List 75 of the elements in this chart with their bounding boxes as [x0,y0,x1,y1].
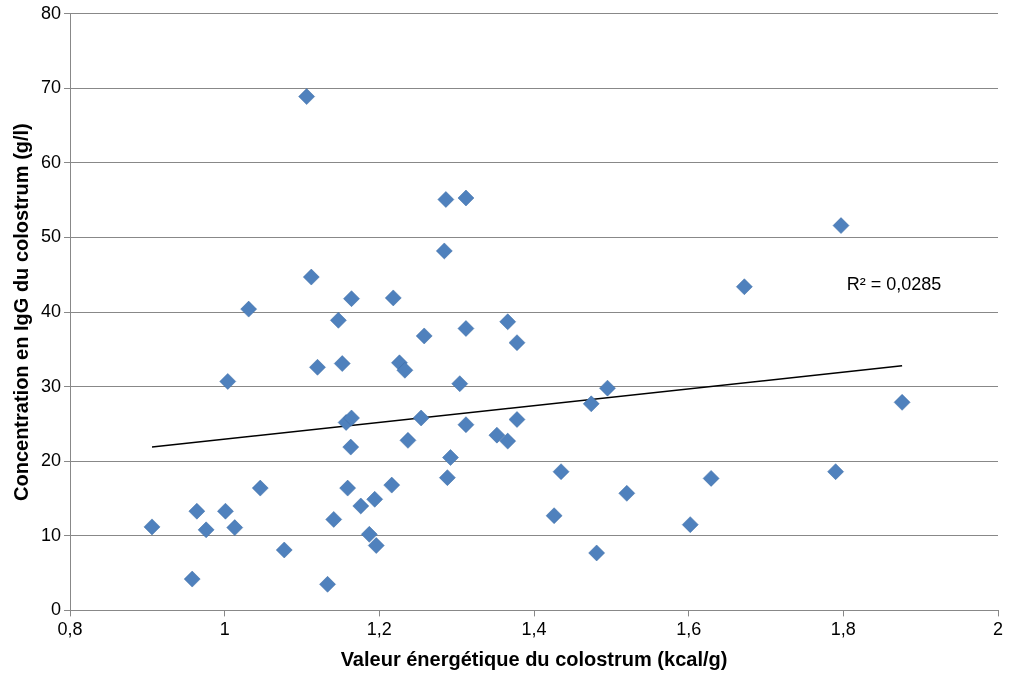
point [219,373,237,390]
point [508,334,526,351]
y-tick-label: 10 [40,524,62,545]
y-tick-label: 50 [40,226,62,247]
x-tick-label: 1,6 [676,619,702,640]
point [325,511,342,528]
y-tick-label: 70 [40,77,62,98]
point [736,278,753,295]
point [240,300,257,318]
point [436,242,453,260]
point [599,379,616,397]
point [582,395,600,413]
point [342,438,359,456]
point [330,312,347,329]
point [303,268,320,286]
x-tick-label: 1,4 [521,619,547,640]
y-tick-label: 20 [40,450,62,471]
point [702,470,720,487]
point [545,507,563,524]
point [298,88,315,105]
point [339,479,356,497]
point [618,485,636,502]
point [451,375,469,392]
point [319,576,336,593]
point [309,359,326,376]
point [893,394,911,411]
point [499,432,516,450]
point [217,502,234,520]
point [352,497,370,515]
point [552,463,570,480]
point [333,355,351,372]
point [832,217,850,234]
point [399,432,417,449]
point [343,409,360,427]
point [588,544,605,562]
point [396,362,414,379]
x-tick-label: 1,2 [366,619,392,640]
point [383,476,400,494]
point [499,313,516,331]
y-tick-label: 60 [40,151,62,172]
y-tick-label: 30 [40,375,62,396]
x-tick-label: 1,8 [830,619,856,640]
point [197,521,215,539]
y-axis-title: Concentration en IgG du colostrum (g/l) [9,123,32,501]
point [385,289,402,307]
point [368,537,385,554]
point [827,463,844,480]
x-tick-label: 0,8 [57,619,83,640]
point [457,189,475,207]
point [252,479,269,497]
point [275,541,293,559]
point [442,449,459,466]
point [226,519,243,536]
point [415,327,433,345]
y-tick-label: 80 [40,2,62,23]
point [457,416,475,433]
point [412,409,430,427]
x-tick-label: 1 [219,619,230,640]
point [361,526,378,543]
point [183,570,201,588]
point [681,516,699,533]
x-tick-label: 2 [992,619,1004,640]
point [488,426,506,444]
point [457,320,475,337]
x-axis-title: Valeur énergétique du colostrum (kcal/g) [340,647,728,670]
point [188,502,206,520]
point [343,290,360,307]
point [143,518,161,536]
point [439,469,456,486]
annotation: R² = 0,0285 [846,274,942,295]
point [437,191,455,208]
point [508,411,526,428]
y-tick-label: 40 [40,301,62,322]
point [366,491,383,508]
y-tick-label: 0 [51,599,62,620]
